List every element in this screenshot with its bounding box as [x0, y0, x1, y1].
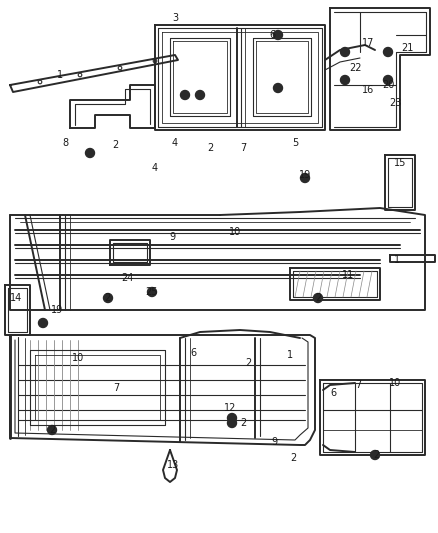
Circle shape — [340, 76, 350, 85]
Text: 2: 2 — [240, 418, 246, 428]
Circle shape — [273, 30, 283, 39]
Circle shape — [273, 84, 283, 93]
Text: 2: 2 — [245, 358, 251, 368]
Circle shape — [148, 287, 156, 296]
Circle shape — [300, 174, 310, 182]
Circle shape — [103, 294, 113, 303]
Text: 2: 2 — [49, 425, 55, 435]
Text: 6: 6 — [190, 348, 196, 358]
Text: 9: 9 — [169, 232, 175, 242]
Text: 23: 23 — [389, 98, 401, 108]
Circle shape — [227, 418, 237, 427]
Text: 6: 6 — [330, 388, 336, 398]
Text: 5: 5 — [292, 138, 298, 148]
Text: 19: 19 — [51, 305, 63, 315]
Circle shape — [85, 149, 95, 157]
Text: 8: 8 — [62, 138, 68, 148]
Text: 25: 25 — [146, 287, 158, 297]
Text: 2: 2 — [290, 453, 296, 463]
Text: 1: 1 — [57, 70, 63, 80]
Text: 11: 11 — [342, 270, 354, 280]
Circle shape — [47, 425, 57, 434]
Text: 13: 13 — [167, 460, 179, 470]
Text: 19: 19 — [299, 170, 311, 180]
Circle shape — [227, 414, 237, 423]
Text: 1: 1 — [394, 255, 400, 265]
Circle shape — [384, 47, 392, 56]
Circle shape — [314, 294, 322, 303]
Text: 7: 7 — [113, 383, 119, 393]
Text: 2: 2 — [373, 450, 379, 460]
Text: 21: 21 — [401, 43, 413, 53]
Text: 6: 6 — [269, 30, 275, 40]
Text: 17: 17 — [362, 38, 374, 48]
Text: 2: 2 — [112, 140, 118, 150]
Text: 22: 22 — [349, 63, 361, 73]
Text: 24: 24 — [121, 273, 133, 283]
Text: 2: 2 — [104, 293, 110, 303]
Text: 12: 12 — [224, 403, 236, 413]
Text: 9: 9 — [271, 437, 277, 447]
Circle shape — [384, 76, 392, 85]
Text: 16: 16 — [362, 85, 374, 95]
Circle shape — [371, 450, 379, 459]
Text: 4: 4 — [152, 163, 158, 173]
Text: 10: 10 — [229, 227, 241, 237]
Text: 3: 3 — [172, 13, 178, 23]
Text: 14: 14 — [10, 293, 22, 303]
Text: 2: 2 — [315, 293, 321, 303]
Text: 10: 10 — [389, 378, 401, 388]
Circle shape — [340, 47, 350, 56]
Text: 2: 2 — [207, 143, 213, 153]
Text: 7: 7 — [355, 380, 361, 390]
Text: 7: 7 — [240, 143, 246, 153]
Text: 20: 20 — [382, 80, 394, 90]
Text: 10: 10 — [72, 353, 84, 363]
Text: 15: 15 — [394, 158, 406, 168]
Circle shape — [39, 319, 47, 327]
Circle shape — [180, 91, 190, 100]
Text: 1: 1 — [287, 350, 293, 360]
Text: 4: 4 — [172, 138, 178, 148]
Circle shape — [195, 91, 205, 100]
